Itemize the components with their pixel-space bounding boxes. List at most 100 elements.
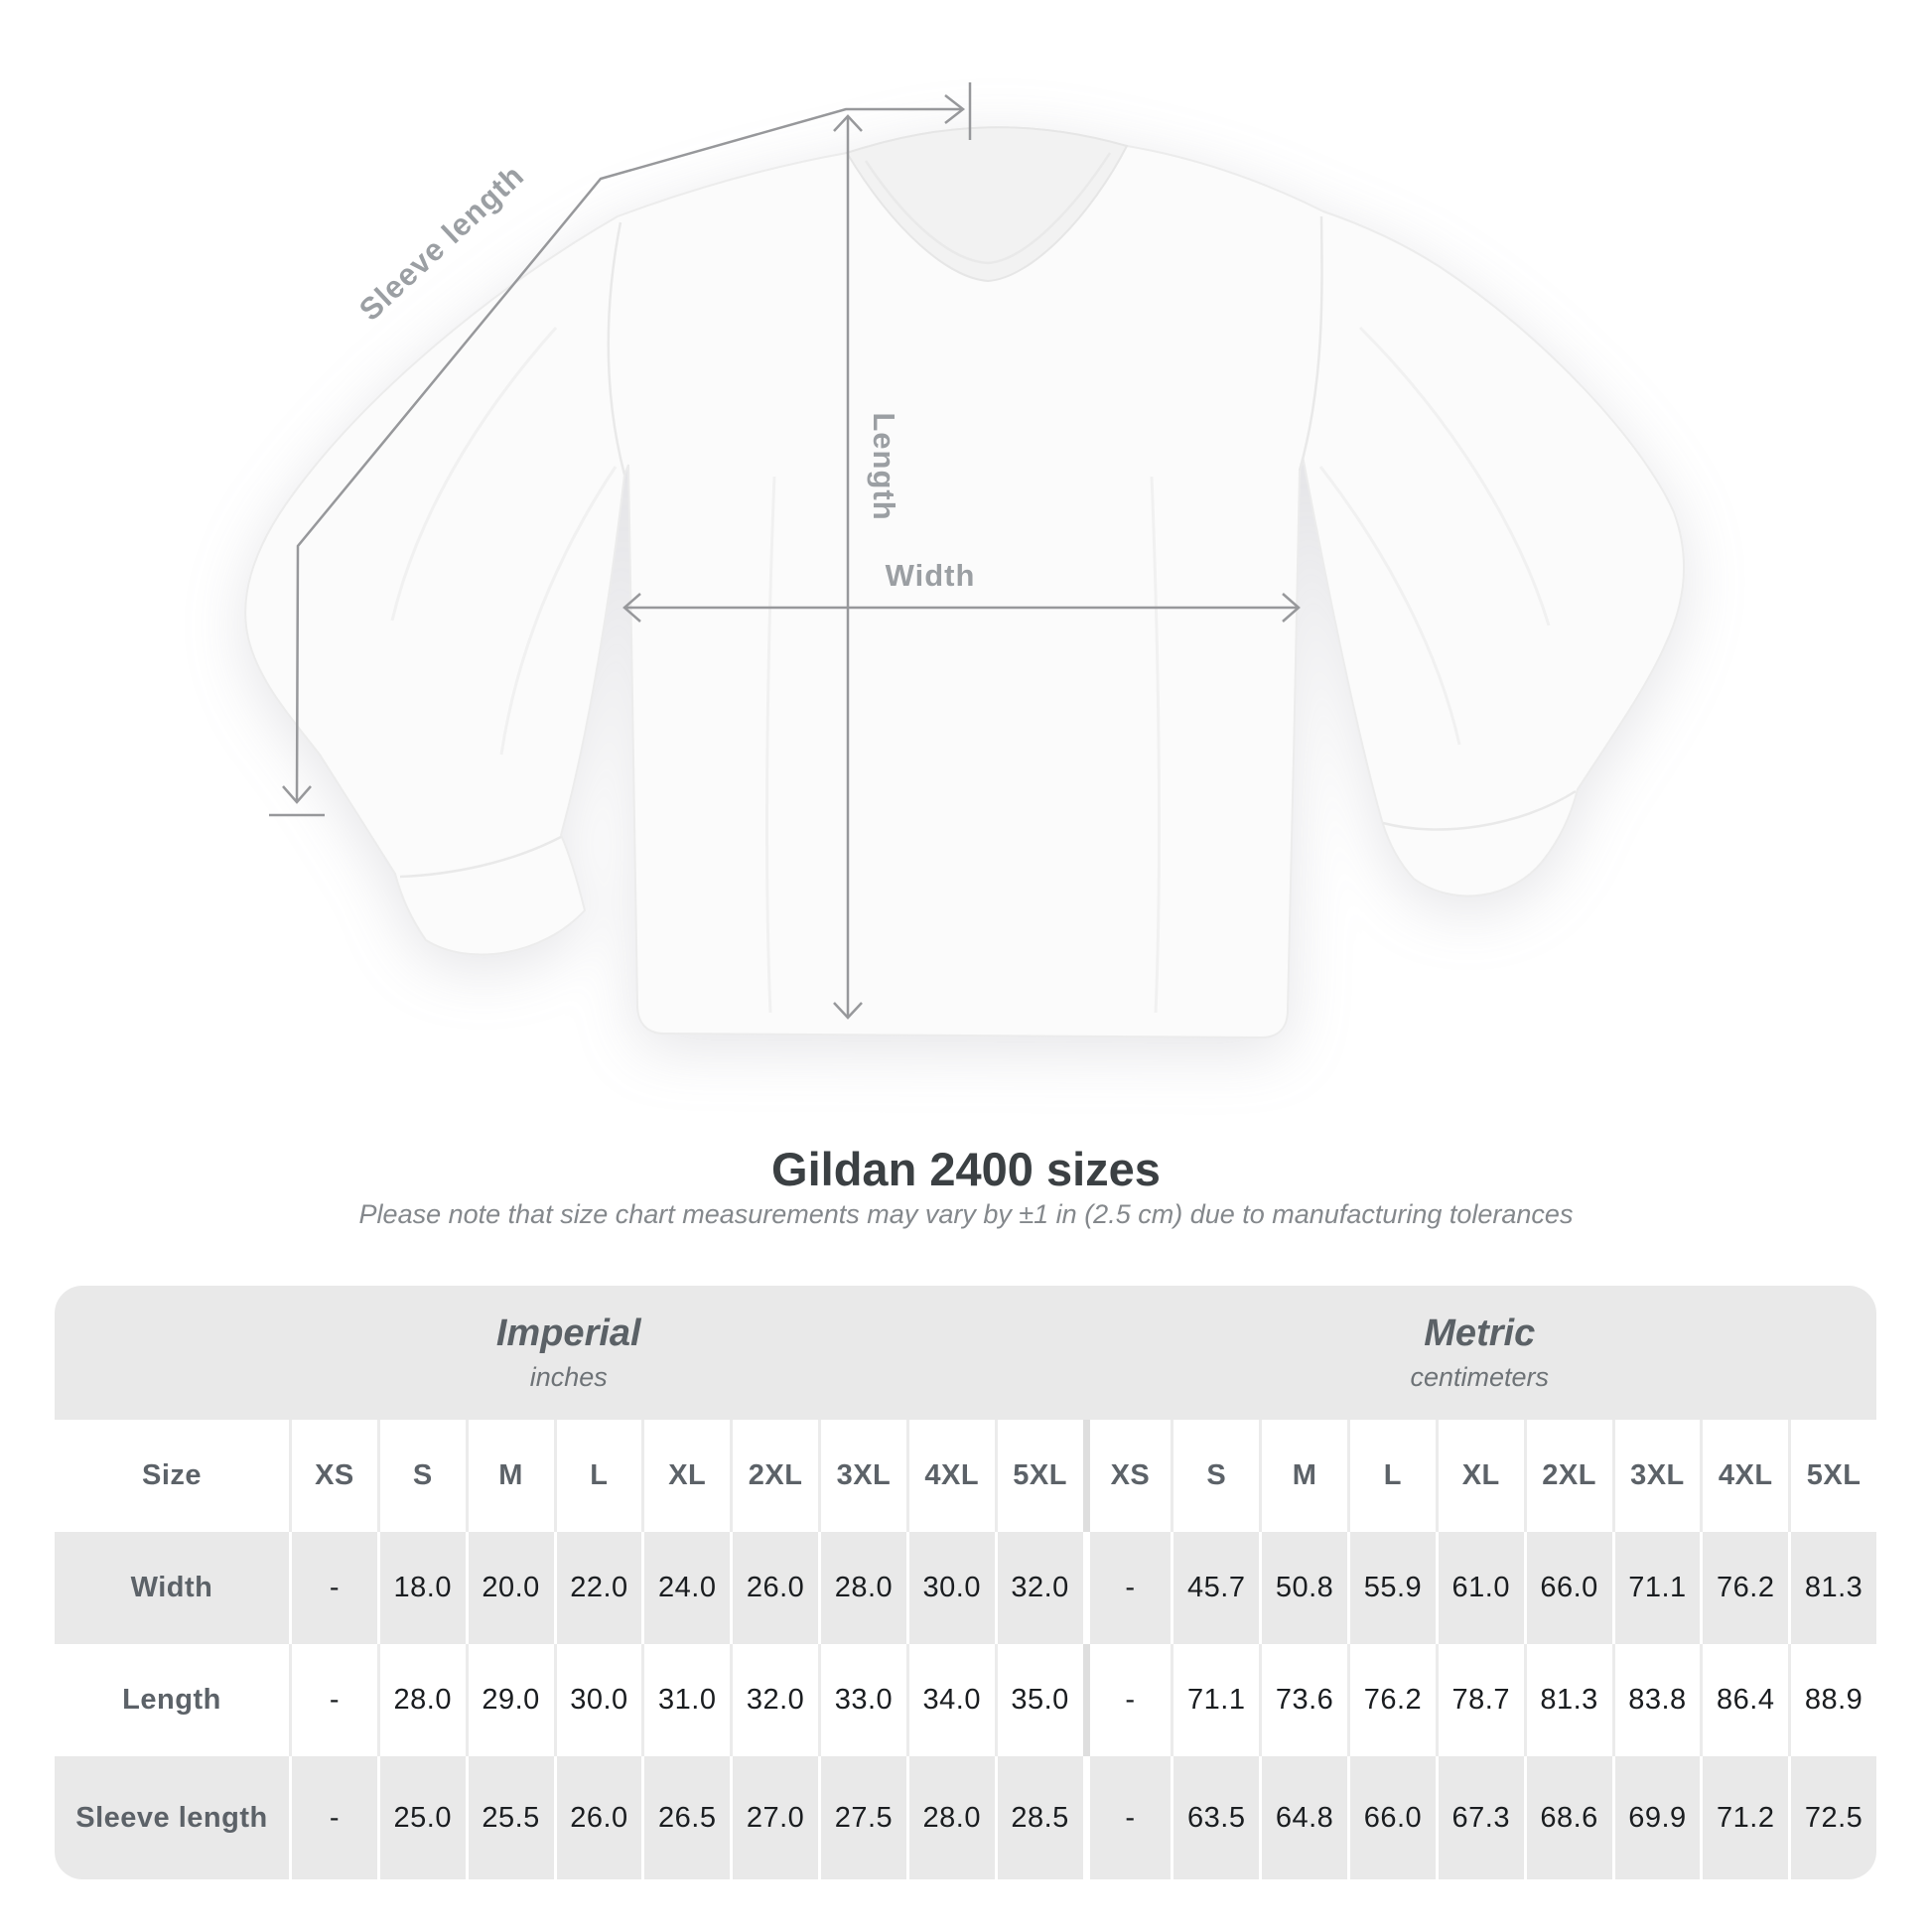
size-col-header: L xyxy=(1347,1420,1436,1532)
value-cell: 67.3 xyxy=(1435,1756,1524,1879)
length-arrow-down xyxy=(833,1002,863,1020)
value-cell: - xyxy=(1082,1756,1172,1879)
value-cell: 71.2 xyxy=(1700,1756,1788,1879)
body-fold-left xyxy=(765,476,776,1014)
left-cuff-seam xyxy=(399,835,562,879)
value-cell: 35.0 xyxy=(994,1644,1083,1756)
value-cell: 69.9 xyxy=(1611,1756,1701,1879)
row-label: Sleeve length xyxy=(75,1801,268,1834)
right-armhole-seam xyxy=(1298,215,1323,472)
sleeve-arrow-down xyxy=(282,785,312,804)
size-col-header: XS xyxy=(289,1420,377,1532)
size-table: Imperial inches Metric centimeters Size … xyxy=(55,1286,1876,1879)
collar xyxy=(845,126,1129,283)
value-cell: 63.5 xyxy=(1171,1756,1259,1879)
sleeve-arrow-right xyxy=(944,94,966,124)
value-cell: 32.0 xyxy=(730,1644,818,1756)
length-arrow-up xyxy=(833,114,863,132)
value-cell: 31.0 xyxy=(641,1644,730,1756)
value-cell: 34.0 xyxy=(905,1644,995,1756)
long-sleeve-shirt-illustration xyxy=(244,126,1685,1039)
value-cell: 32.0 xyxy=(994,1532,1083,1644)
value-cell: 29.0 xyxy=(465,1644,554,1756)
value-cell: - xyxy=(289,1532,377,1644)
row-label: Width xyxy=(130,1572,213,1603)
size-col-header: 4XL xyxy=(905,1420,995,1532)
size-col-header: 5XL xyxy=(994,1420,1083,1532)
value-cell: 61.0 xyxy=(1435,1532,1524,1644)
page-title: Gildan 2400 sizes xyxy=(771,1143,1161,1195)
left-sleeve-fold xyxy=(390,327,558,621)
length-label: Length xyxy=(867,412,901,520)
value-cell: 25.5 xyxy=(465,1756,554,1879)
value-cell: 66.0 xyxy=(1347,1756,1436,1879)
imperial-unit: inches xyxy=(529,1362,608,1392)
body-fold-right xyxy=(1150,476,1161,1014)
value-cell: 45.7 xyxy=(1171,1532,1259,1644)
imperial-title: Imperial xyxy=(495,1312,641,1354)
size-col-header: 3XL xyxy=(818,1420,906,1532)
value-cell: 33.0 xyxy=(818,1644,906,1756)
sleeve-length-row: Sleeve length - 25.0 25.5 26.0 26.5 27.0… xyxy=(55,1756,1876,1879)
value-cell: 72.5 xyxy=(1788,1756,1876,1879)
value-cell: 71.1 xyxy=(1611,1532,1701,1644)
value-cell: 88.9 xyxy=(1788,1644,1876,1756)
sleeve-length-line xyxy=(295,107,961,801)
value-cell: 18.0 xyxy=(376,1532,466,1644)
width-arrow-left xyxy=(622,593,641,622)
value-cell: 64.8 xyxy=(1259,1756,1347,1879)
value-cell: 24.0 xyxy=(641,1532,730,1644)
size-header-row: Size XS S M L XL 2XL 3XL 4XL 5XL XS S M … xyxy=(55,1420,1876,1532)
size-col-header: XL xyxy=(1435,1420,1524,1532)
size-col-header: 4XL xyxy=(1700,1420,1788,1532)
length-row: Length - 28.0 29.0 30.0 31.0 32.0 33.0 3… xyxy=(55,1644,1876,1756)
unit-band: Imperial inches Metric centimeters xyxy=(55,1286,1876,1420)
value-cell: 28.5 xyxy=(994,1756,1083,1879)
right-cuff-seam xyxy=(1382,789,1577,831)
value-cell: 86.4 xyxy=(1700,1644,1788,1756)
value-cell: 30.0 xyxy=(553,1644,642,1756)
shirt-measurement-diagram: Sleeve length Length Width xyxy=(244,82,1685,1039)
value-cell: - xyxy=(1082,1644,1172,1756)
value-cell: 25.0 xyxy=(376,1756,466,1879)
size-column-header: Size xyxy=(141,1459,203,1491)
value-cell: 30.0 xyxy=(905,1532,995,1644)
measurement-marks xyxy=(269,82,1301,1020)
value-cell: 66.0 xyxy=(1523,1532,1612,1644)
value-cell: 20.0 xyxy=(465,1532,554,1644)
size-col-header: 2XL xyxy=(730,1420,818,1532)
imperial-band: Imperial inches xyxy=(55,1286,1083,1420)
value-cell: 81.3 xyxy=(1523,1644,1612,1756)
right-forearm-fold xyxy=(1318,466,1461,746)
size-col-header: L xyxy=(553,1420,642,1532)
value-cell: 22.0 xyxy=(553,1532,642,1644)
value-cell: - xyxy=(289,1756,377,1879)
tolerance-note: Please note that size chart measurements… xyxy=(358,1199,1574,1229)
width-label: Width xyxy=(886,558,976,593)
collar-seam xyxy=(864,152,1112,265)
size-col-header: S xyxy=(376,1420,466,1532)
value-cell: 76.2 xyxy=(1347,1644,1436,1756)
value-cell: 50.8 xyxy=(1259,1532,1347,1644)
size-col-header: 2XL xyxy=(1523,1420,1612,1532)
left-armhole-seam xyxy=(607,221,626,476)
value-cell: 83.8 xyxy=(1611,1644,1701,1756)
value-cell: 27.0 xyxy=(730,1756,818,1879)
width-row: Width - 18.0 20.0 22.0 24.0 26.0 28.0 30… xyxy=(55,1532,1876,1644)
left-forearm-fold xyxy=(499,466,618,756)
value-cell: 73.6 xyxy=(1259,1644,1347,1756)
value-cell: 28.0 xyxy=(905,1756,995,1879)
value-cell: 76.2 xyxy=(1700,1532,1788,1644)
size-col-header: S xyxy=(1171,1420,1259,1532)
row-label: Length xyxy=(122,1684,221,1716)
shirt-silhouette xyxy=(244,126,1685,1039)
value-cell: - xyxy=(289,1644,377,1756)
value-cell: 81.3 xyxy=(1788,1532,1876,1644)
size-col-header: XL xyxy=(641,1420,730,1532)
value-cell: 26.0 xyxy=(730,1532,818,1644)
value-cell: 55.9 xyxy=(1347,1532,1436,1644)
size-col-header: 5XL xyxy=(1788,1420,1876,1532)
metric-title: Metric xyxy=(1424,1312,1536,1354)
value-cell: 68.6 xyxy=(1523,1756,1612,1879)
